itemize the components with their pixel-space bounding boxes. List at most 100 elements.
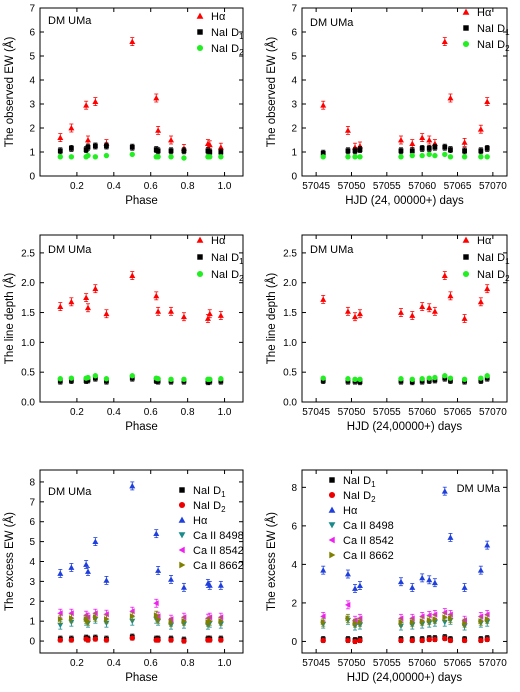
data-point [320,637,326,644]
data-point [181,155,187,161]
y-tick-label: 1 [29,148,35,159]
y-tick-label: 2.5 [283,248,297,259]
y-tick-label: 2 [29,124,35,135]
y-tick-label: 0.0 [21,398,35,409]
data-point [432,616,438,623]
series-NaI D₂ [320,151,490,160]
data-point [419,134,426,140]
data-point [155,308,162,314]
legend: Hα NaI D1 NaI D2 [196,235,244,283]
x-tick-label: 0.4 [107,407,121,418]
data-point [426,576,433,583]
data-point [92,143,98,149]
x-tick-label: 0.2 [70,407,84,418]
data-point [478,375,484,381]
data-point [484,373,490,379]
data-point [431,308,438,314]
y-tick-label: 2.0 [21,278,35,289]
y-axis-label: The observed EW (Å) [3,37,16,148]
data-point [356,310,363,317]
data-point [92,285,99,292]
y-tick-label: 2.5 [21,248,35,259]
data-point [431,611,438,618]
data-point [478,637,484,644]
y-tick-label: 1.0 [283,338,297,349]
data-point [432,374,438,381]
legend-label: NaI D1 [477,23,510,37]
series-NaI D₂ [57,635,224,644]
points-layer [320,37,491,160]
data-point [168,637,174,643]
y-tick-label: 3 [29,100,35,111]
data-point [168,308,175,314]
data-point [84,137,91,143]
series-NaI D₁ [57,142,224,156]
data-point [426,636,432,643]
x-axis-label: Phase [125,672,158,684]
legend-label: NaI D1 [211,252,244,266]
legend-marker [179,561,186,569]
data-point [104,143,109,149]
data-point [398,376,404,382]
data-point [352,144,359,150]
y-tick-label: 6 [29,28,35,39]
data-point [461,637,468,644]
data-point [357,619,363,626]
legend-marker [463,254,469,260]
series-Hα [320,271,491,323]
data-point [168,619,175,626]
data-point [345,154,351,160]
star-annotation: DM UMa [48,244,92,256]
legend-marker [463,25,469,31]
y-tick-label: 1 [291,148,297,159]
data-point [206,310,213,317]
data-point [357,154,363,160]
y-tick-label: 7 [29,4,35,15]
data-point [345,376,351,382]
series-NaI D₁ [57,374,224,386]
data-point [432,144,438,150]
x-tick-label: 57070 [479,181,507,192]
data-point [103,577,110,583]
data-point [426,146,432,151]
panel-depth_hjd: 57045 57050 57055 57060 57065 57070 0.0 0.5 1.0 1… [265,234,510,433]
data-point [398,148,404,154]
data-point [398,154,404,160]
data-point [84,304,91,311]
legend-label: NaI D1 [211,27,244,41]
legend-label: NaI D2 [477,39,510,53]
x-tick-label: 57045 [302,181,330,192]
data-point [181,638,187,644]
star-annotation: DM UMa [48,15,92,27]
data-point [207,154,213,160]
y-tick-label: 5 [291,52,297,63]
y-axis-label: The line depth (Å) [3,273,16,365]
legend-label: NaI D2 [343,490,376,504]
data-point [217,144,224,150]
data-point [68,564,75,570]
plot-frame [301,469,508,654]
data-point [84,568,91,574]
star-annotation: DM UMa [48,486,92,498]
data-point [85,374,91,381]
points-layer [57,481,224,644]
data-point [345,615,351,622]
data-point [104,616,110,623]
legend-marker [462,8,470,15]
data-point [344,571,351,577]
data-point [447,375,454,381]
data-point [461,584,468,590]
x-tick-label: 0.4 [107,181,121,192]
legend-marker [328,491,336,499]
series-Hα [57,271,224,323]
data-point [207,637,213,643]
data-point [83,294,90,301]
y-tick-label: 0 [291,172,297,183]
x-tick-label: 57070 [479,407,507,418]
y-tick-label: 7 [29,497,35,508]
x-axis-label: HJD (24,00000+) days [347,421,463,433]
x-tick-label: 0.4 [107,658,121,669]
x-axis-label: Phase [125,195,158,207]
data-point [484,636,490,643]
